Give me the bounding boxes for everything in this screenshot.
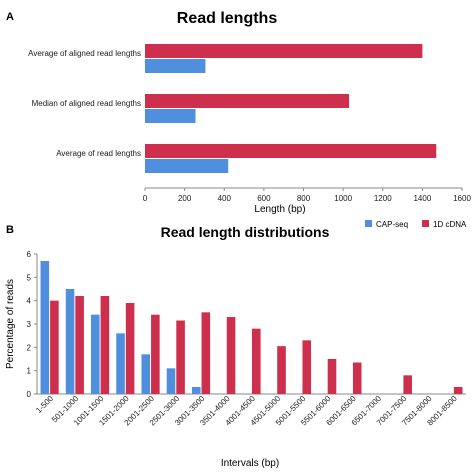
chart-b-bar-1d-cdna-2001-2500 [151, 314, 160, 394]
chart-a-x-tick-label: 1600 [453, 194, 471, 203]
chart-b-bar-cap-seq-501-1000 [65, 289, 75, 394]
chart-b-y-tick-label: 1 [27, 367, 32, 376]
chart-b-y-axis-label: Percentage of reads [5, 279, 16, 369]
panel-a-read-lengths: A Read lengths Average of aligned read l… [6, 10, 471, 215]
chart-a-category-labels: Average of aligned read lengths Median of… [28, 49, 141, 158]
chart-a-x-tick-label: 400 [218, 194, 232, 203]
chart-b-y-tick-label: 5 [27, 273, 32, 282]
chart-b-bar-1d-cdna-3501-4000 [226, 317, 236, 394]
chart-a-bar-cap-seq-median-of-aligned-read-lengths [145, 109, 196, 123]
chart-b-legend: CAP-seq 1D cDNA [365, 220, 467, 229]
legend-label-cap-seq: CAP-seq [376, 220, 408, 229]
chart-b-bar-1d-cdna-3001-3500 [201, 312, 211, 394]
chart-b-bar-1d-cdna-1001-1500 [100, 296, 110, 394]
chart-b-y-ticks: 0 1 2 3 4 5 6 [27, 250, 37, 399]
chart-b-y-tick-label: 3 [27, 320, 32, 329]
chart-a-x-ticks: 0 200 400 600 800 1000 1200 1400 1600 [143, 188, 471, 203]
chart-b-y-tick-label: 4 [27, 297, 32, 306]
chart-b-x-axis-label: Intervals (bp) [221, 458, 279, 469]
chart-a-title: Read lengths [177, 10, 278, 27]
chart-b-bar-1d-cdna-2501-3000 [176, 320, 185, 394]
chart-b-bars [40, 261, 463, 394]
chart-a-x-tick-label: 200 [178, 194, 192, 203]
chart-b-bar-1d-cdna-5001-5500 [302, 340, 312, 394]
chart-a-category-label: Average of aligned read lengths [28, 49, 141, 58]
chart-b-bar-1d-cdna-6001-6500 [352, 362, 362, 394]
chart-a-category-label: Median of aligned read lengths [32, 99, 141, 108]
chart-a-bar-cap-seq-average-of-aligned-read-lengths [145, 59, 206, 73]
chart-b-y-tick-label: 6 [27, 250, 32, 259]
chart-a-category-label: Average of read lengths [56, 149, 141, 158]
chart-b-y-tick-label: 2 [27, 343, 32, 352]
chart-a-bars [145, 44, 437, 173]
chart-b-bar-1d-cdna-501-1000 [75, 296, 84, 394]
chart-b-bar-1d-cdna-5501-6000 [327, 359, 337, 394]
chart-b-bar-cap-seq-3001-3500 [191, 387, 201, 394]
panel-b-letter: B [6, 224, 14, 236]
chart-a-x-tick-label: 800 [297, 194, 311, 203]
chart-a-x-tick-label: 600 [257, 194, 271, 203]
legend-swatch-cap-seq [365, 220, 372, 227]
legend-label-1d-cdna: 1D cDNA [433, 220, 467, 229]
chart-a-x-tick-label: 1000 [334, 194, 352, 203]
chart-b-bar-cap-seq-1001-1500 [91, 314, 100, 394]
chart-a-x-axis-label: Length (bp) [254, 204, 305, 215]
legend-swatch-1d-cdna [422, 220, 429, 227]
chart-a-bar-1d-cdna-median-of-aligned-read-lengths [145, 94, 350, 108]
chart-b-bar-1d-cdna-1-500 [50, 300, 59, 394]
chart-b-bar-1d-cdna-1501-2000 [125, 303, 135, 394]
chart-b-bar-cap-seq-2501-3000 [166, 368, 176, 394]
panel-a-letter: A [6, 11, 14, 23]
chart-b-bar-1d-cdna-8001-8500 [453, 387, 463, 394]
chart-a-x-tick-label: 0 [143, 194, 148, 203]
chart-a-bar-cap-seq-average-of-read-lengths [145, 159, 229, 173]
chart-b-title: Read length distributions [161, 224, 330, 240]
chart-b-bar-1d-cdna-7001-7500 [403, 375, 412, 394]
chart-b-bar-cap-seq-1501-2000 [116, 333, 125, 394]
chart-a-x-tick-label: 1200 [374, 194, 392, 203]
chart-a-bar-1d-cdna-average-of-read-lengths [145, 144, 437, 158]
chart-a-bar-1d-cdna-average-of-aligned-read-lengths [145, 44, 423, 58]
chart-b-bar-cap-seq-2001-2500 [141, 354, 151, 394]
chart-b-bar-cap-seq-1-500 [40, 261, 50, 394]
chart-b-bar-1d-cdna-4501-5000 [277, 346, 286, 394]
chart-b-bar-1d-cdna-4001-4500 [251, 328, 261, 394]
chart-b-y-tick-label: 0 [27, 390, 32, 399]
chart-a-x-tick-label: 1400 [413, 194, 431, 203]
